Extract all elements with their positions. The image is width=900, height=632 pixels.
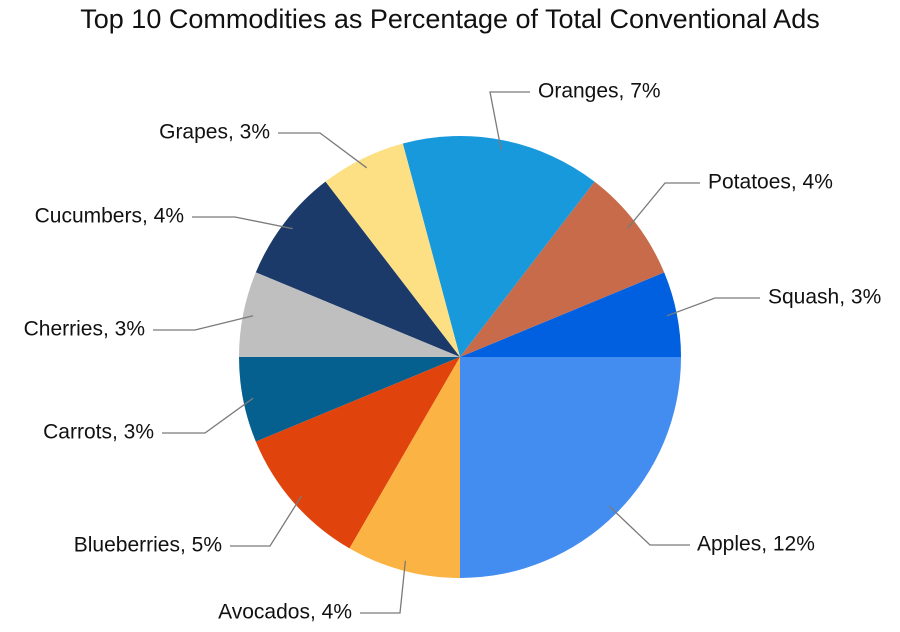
pie-slice-apples: [460, 357, 681, 578]
slice-labels: Squash, 3% Potatoes, 4% Oranges, 7% Grapes,…: [24, 80, 882, 624]
pie-slice-potatoes: [460, 181, 665, 357]
slice-label-grapes: Grapes, 3%: [159, 121, 270, 144]
pie-slice-cherries: [239, 272, 460, 357]
slice-label-potatoes: Potatoes, 4%: [708, 171, 833, 194]
pie-slice-grapes: [325, 143, 460, 357]
pie-slice-oranges: [402, 135, 595, 357]
leader-line-potatoes: [626, 182, 700, 230]
pie-slice-avocados: [349, 357, 460, 578]
slice-label-blueberries: Blueberries, 5%: [74, 534, 222, 557]
leader-lines: [153, 91, 760, 614]
leader-line-blueberries: [230, 495, 302, 547]
slice-label-oranges: Oranges, 7%: [538, 80, 661, 103]
leader-line-squash: [666, 297, 760, 317]
slice-label-cherries: Cherries, 3%: [24, 318, 145, 341]
slice-label-carrots: Carrots, 3%: [43, 421, 154, 444]
pie-slice-carrots: [239, 357, 460, 442]
pie-slices: [239, 135, 681, 578]
leader-line-apples: [608, 505, 690, 546]
pie-slice-blueberries: [255, 357, 460, 549]
slice-label-apples: Apples, 12%: [697, 533, 815, 556]
leader-line-cucumbers: [192, 216, 293, 230]
leader-line-carrots: [162, 397, 254, 434]
leader-line-avocados: [360, 560, 407, 614]
slice-label-avocados: Avocados, 4%: [218, 601, 352, 624]
slice-label-cucumbers: Cucumbers, 4%: [35, 205, 184, 228]
pie-slice-cucumbers: [255, 181, 460, 357]
leader-line-grapes: [278, 132, 368, 169]
chart-title: Top 10 Commodities as Percentage of Tota…: [80, 4, 820, 34]
leader-line-cherries: [153, 315, 254, 331]
slice-label-squash: Squash, 3%: [768, 286, 881, 309]
pie-slice-squash: [460, 272, 681, 357]
leader-line-oranges: [489, 91, 530, 151]
